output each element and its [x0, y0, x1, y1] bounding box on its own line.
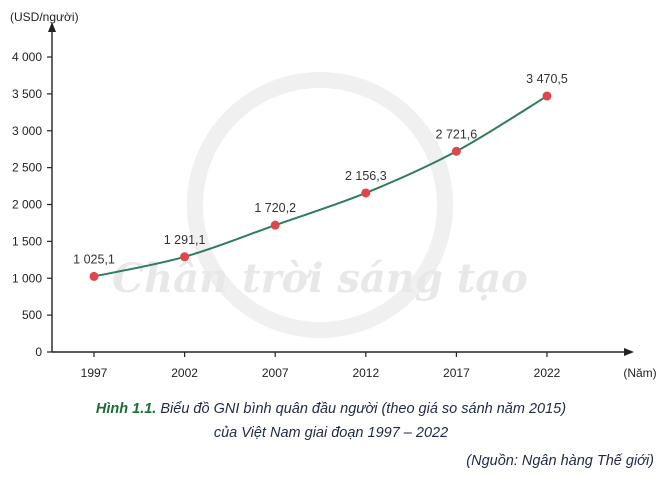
line-chart-svg: Chân trời sáng tạo (USD/người) (Năm) 0 50… — [10, 10, 657, 380]
data-point — [89, 271, 99, 281]
y-tick-label: 2 000 — [12, 198, 42, 212]
y-ticks: 0 500 1 000 1 500 2 000 2 500 3 000 3 500 4 000 — [12, 50, 52, 359]
data-labels: 1 025,1 1 291,1 1 720,2 2 156,3 2 721,6 3 470… — [73, 72, 568, 266]
x-ticks: 1997 2002 2007 2012 2017 2022 — [81, 352, 561, 380]
data-label: 1 025,1 — [73, 252, 115, 266]
source-note: (Nguồn: Ngân hàng Thế giới) — [466, 453, 654, 469]
chart: Chân trời sáng tạo (USD/người) (Năm) 0 50… — [10, 10, 657, 380]
x-tick-label: 2022 — [534, 366, 561, 380]
x-tick-label: 2012 — [352, 366, 379, 380]
y-tick-label: 1 000 — [12, 271, 42, 285]
figure-caption: Hình 1.1. Biểu đồ GNI bình quân đầu ngườ… — [0, 397, 662, 445]
data-point — [270, 220, 280, 230]
series-line — [93, 95, 548, 278]
x-tick-label: 2017 — [443, 366, 470, 380]
y-tick-label: 4 000 — [12, 50, 42, 64]
data-markers — [89, 91, 552, 281]
data-point — [451, 146, 461, 156]
data-label: 2 156,3 — [345, 169, 387, 183]
y-tick-label: 500 — [22, 308, 42, 322]
data-point — [361, 188, 371, 198]
caption-line-1: Hình 1.1. Biểu đồ GNI bình quân đầu ngườ… — [0, 397, 662, 421]
data-label: 1 720,2 — [254, 201, 296, 215]
caption-text-1: Biểu đồ GNI bình quân đầu người (theo gi… — [156, 401, 567, 417]
y-tick-label: 1 500 — [12, 234, 42, 248]
figure-label: Hình 1.1. — [95, 401, 157, 417]
y-axis-unit: (USD/người) — [10, 10, 79, 24]
x-tick-label: 1997 — [81, 366, 108, 380]
watermark-text: Chân trời sáng tạo — [112, 255, 528, 302]
y-tick-label: 3 000 — [12, 124, 42, 138]
y-tick-label: 0 — [35, 345, 42, 359]
data-label: 2 721,6 — [436, 127, 478, 141]
x-axis-unit: (Năm) — [623, 366, 656, 380]
x-tick-label: 2007 — [262, 366, 289, 380]
y-axis-arrow — [48, 22, 56, 32]
y-tick-label: 3 500 — [12, 87, 42, 101]
data-label: 3 470,5 — [526, 72, 568, 86]
data-label: 1 291,1 — [164, 233, 206, 247]
x-axis-arrow — [624, 348, 634, 356]
x-tick-label: 2002 — [171, 366, 198, 380]
data-point — [180, 252, 190, 262]
y-tick-label: 2 500 — [12, 161, 42, 175]
caption-line-2: của Việt Nam giai đoạn 1997 – 2022 — [213, 425, 449, 441]
watermark: Chân trời sáng tạo — [112, 72, 528, 338]
data-point — [542, 91, 552, 101]
